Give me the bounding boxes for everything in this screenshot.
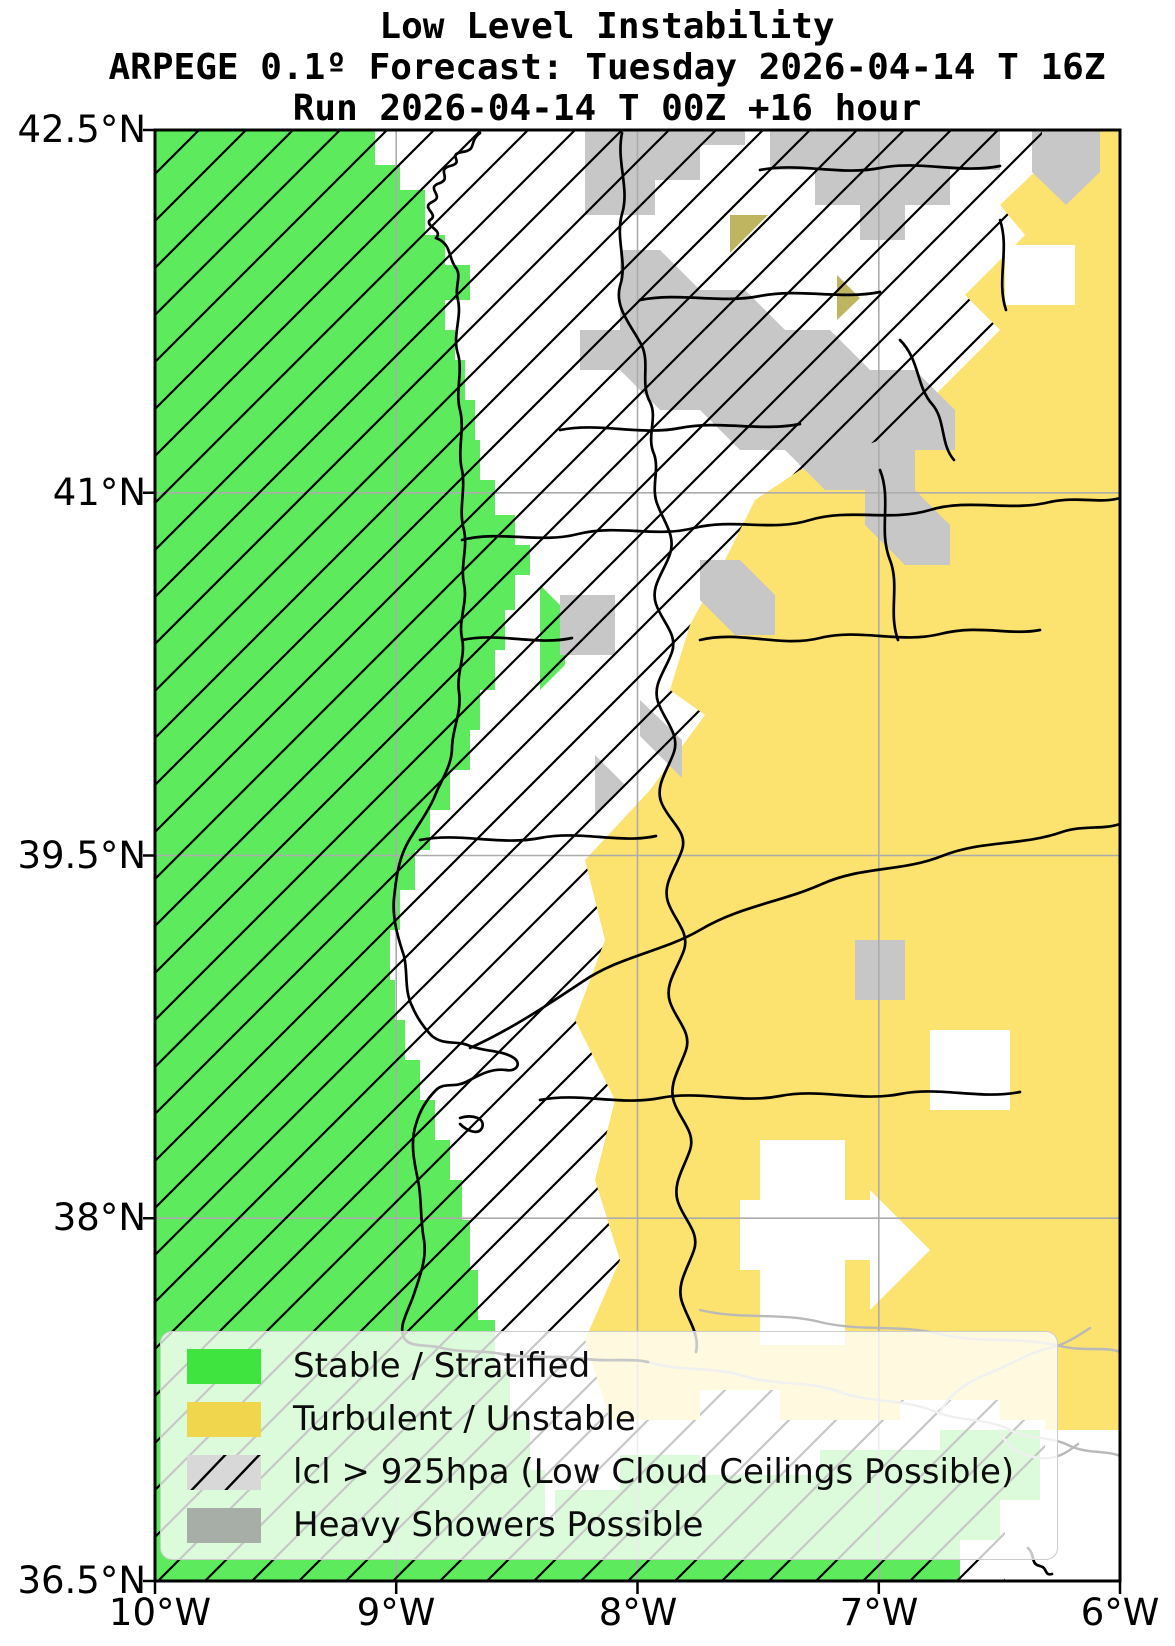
plot-frame <box>153 128 1122 1583</box>
title-line-2: ARPEGE 0.1º Forecast: Tuesday 2026-04-14… <box>108 47 1106 88</box>
legend-item-stable: Stable / Stratified <box>187 1340 1057 1393</box>
legend-item-lcl: lcl > 925hpa (Low Cloud Ceilings Possibl… <box>187 1446 1057 1499</box>
lat-tick-label: 36.5°N <box>17 1559 146 1602</box>
figure-title-block: Low Level Instability ARPEGE 0.1º Foreca… <box>109 6 1106 129</box>
setubal-estuary <box>458 1115 485 1134</box>
coastlines-and-borders <box>392 131 1120 1576</box>
legend-label: Heavy Showers Possible <box>293 1505 704 1545</box>
lon-tick-label: 6°W <box>1080 1591 1160 1634</box>
title-line-1: Low Level Instability <box>379 6 835 47</box>
legend: Stable / Stratified Turbulent / Unstable… <box>160 1331 1058 1560</box>
title-line-3: Run 2026-04-14 T 00Z +16 hour <box>292 88 922 129</box>
white-notches <box>740 245 1075 1345</box>
spain-portugal-border <box>617 131 699 1354</box>
lat-tick-label: 38°N <box>52 1196 146 1239</box>
douro-river <box>460 496 1120 542</box>
legend-label: Stable / Stratified <box>293 1346 591 1386</box>
galicia-coast <box>426 131 482 240</box>
heavy-showers-swatch <box>187 1507 261 1543</box>
lon-tick-label: 7°W <box>839 1591 919 1634</box>
lcl-hatched-swatch <box>187 1454 261 1490</box>
lat-tick-label: 39.5°N <box>17 834 146 877</box>
legend-label: Turbulent / Unstable <box>293 1399 636 1439</box>
legend-item-heavy-showers: Heavy Showers Possible <box>187 1499 1057 1552</box>
lat-tick-label: 41°N <box>52 471 146 514</box>
stable-swatch <box>187 1348 261 1384</box>
lon-tick-label: 9°W <box>356 1591 436 1634</box>
lon-tick-label: 8°W <box>598 1591 678 1634</box>
lat-tick-label: 42.5°N <box>17 108 146 151</box>
legend-label: lcl > 925hpa (Low Cloud Ceilings Possibl… <box>293 1452 1015 1492</box>
legend-item-turbulent: Turbulent / Unstable <box>187 1393 1057 1446</box>
portugal-west-coast <box>392 236 650 1364</box>
axis-ticks <box>143 128 1122 1594</box>
turbulent-swatch <box>187 1401 261 1437</box>
tagus-river <box>468 822 1120 1050</box>
lon-tick-label: 10°W <box>108 1591 212 1634</box>
